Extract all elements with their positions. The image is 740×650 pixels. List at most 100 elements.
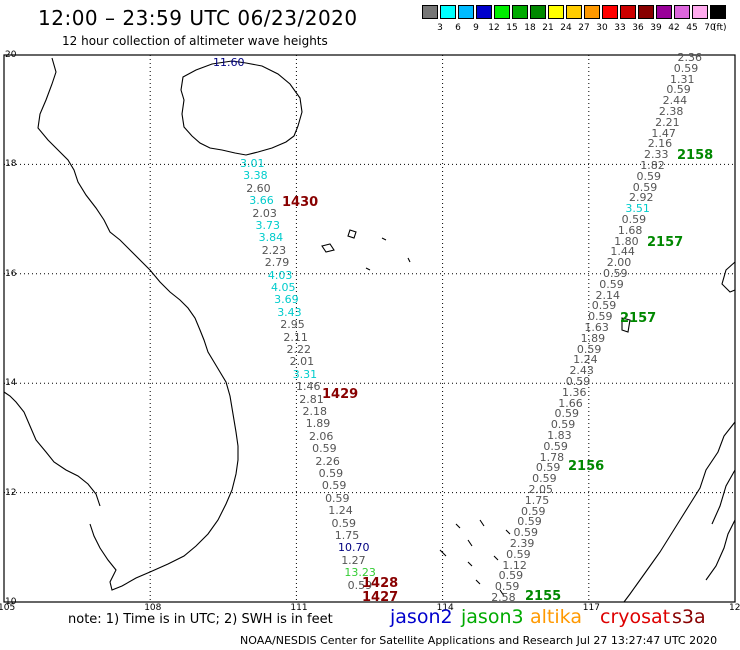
color-swatch [530,5,546,19]
coastline [3,57,736,603]
color-scale-label: 18 [524,23,536,33]
swh-value: 3.01 [240,157,265,170]
swh-value: 13.23 [344,566,376,580]
map-frame [3,54,736,603]
swh-value: 1.31 [670,72,695,86]
color-scale-unit: (ft) [713,23,727,33]
swh-value: 1.75 [334,529,360,542]
swh-value: 0.59 [535,461,561,475]
lon-tick-label: 105 [0,603,16,613]
swh-value: 3.69 [274,293,299,307]
swh-value: 1.89 [580,331,606,345]
swh-value: 3.31 [292,367,318,381]
pass-time: 2156 [568,459,605,474]
map-grid [4,55,735,602]
color-scale-label: 6 [455,23,461,33]
lon-tick-label: 120 [729,603,740,613]
lat-tick-label: 18 [5,159,17,170]
color-scale-label: 27 [578,23,590,33]
swh-value: 2.26 [315,454,340,468]
color-swatch [548,5,564,19]
swh-value: 1.27 [341,553,366,567]
color-swatch [692,5,708,19]
swh-value: 1.83 [547,429,572,442]
swh-value: 0.59 [543,439,568,453]
swh-value: 2.44 [662,94,688,108]
swh-value: 1.12 [502,558,527,572]
color-swatch [656,5,672,19]
swh-value: 1.46 [296,380,321,394]
color-swatch [512,5,528,19]
swh-value: 1.68 [617,223,643,237]
lon-tick-label: 114 [436,603,454,613]
color-swatch [440,5,456,19]
color-swatch [638,5,654,19]
swh-value: 2.60 [246,181,271,195]
swh-value: 4.03 [267,268,293,282]
swh-value: 0.59 [565,375,591,388]
swh-value: 2.23 [261,243,287,257]
color-swatch [422,5,438,19]
swh-value: 0.59 [517,515,542,529]
swh-value: 1.75 [524,493,550,507]
swh-value: 1.89 [305,417,331,431]
lat-tick-label: 14 [5,378,17,389]
color-scale-label: 45 [686,23,698,33]
legend-s3a: s3a [672,606,706,628]
footer-note: note: 1) Time is in UTC; 2) SWH is in fe… [68,612,333,627]
swh-value: 0.59 [312,442,337,456]
swh-value: 0.59 [599,277,624,291]
swh-value: 2.95 [280,318,305,332]
swh-value: 0.59 [498,569,524,583]
color-scale-label: 3 [437,23,443,33]
lat-tick-label: 16 [5,268,17,279]
swh-value: 2.39 [509,537,535,550]
swh-value: 4.05 [271,281,296,294]
swh-value: 2.03 [252,206,277,220]
swh-value: 0.59 [636,169,662,183]
color-swatch [674,5,690,19]
swh-value: 2.22 [286,343,312,356]
pass-time: 2157 [647,235,684,250]
swh-value: 3.43 [277,305,302,319]
swh-value: 0.59 [318,467,344,480]
color-swatch [584,5,600,19]
swh-value: 0.59 [331,516,357,530]
swh-value: 3.38 [243,169,268,183]
lat-tick-label: 12 [5,487,17,498]
chart-subtitle: 12 hour collection of altimeter wave hei… [62,34,328,48]
lat-tick-label: 10 [5,597,17,607]
swh-value: 3.66 [249,194,274,208]
swh-value: 0.59 [632,180,658,194]
color-scale-label: 70 [704,23,716,33]
swh-value: 2.58 [491,591,516,604]
swh-value: 1.24 [328,504,353,518]
legend-cryosat: cryosat [600,606,671,628]
swh-value: 1.82 [640,159,665,172]
hainan-coast [180,60,303,156]
swh-value: 2.92 [629,191,654,205]
swh-value: 0.59 [666,83,691,97]
swh-value: 2.06 [308,429,334,443]
color-swatch [458,5,474,19]
swh-value: 11.60 [213,56,245,69]
swh-value: 1.44 [610,245,635,259]
philippines-coast [621,261,736,603]
color-swatch [602,5,618,19]
pass-time: 1429 [322,387,359,402]
swh-value: 0.59 [576,342,602,356]
lat-tick-label: 20 [5,50,17,60]
swh-value: 2.43 [569,364,594,378]
color-swatch [476,5,492,19]
legend-jason3: jason3 [461,606,524,628]
swh-value: 0.59 [521,504,546,518]
swh-value: 0.59 [591,299,617,313]
legend-jason2: jason2 [390,606,453,628]
paracel-islands [321,229,411,271]
color-scale-label: 21 [542,23,554,33]
swh-value: 1.78 [539,450,565,464]
color-swatch [566,5,582,19]
swh-value: 1.36 [561,385,587,399]
color-scale-label: 42 [668,23,680,33]
swh-value: 0.59 [494,580,520,594]
